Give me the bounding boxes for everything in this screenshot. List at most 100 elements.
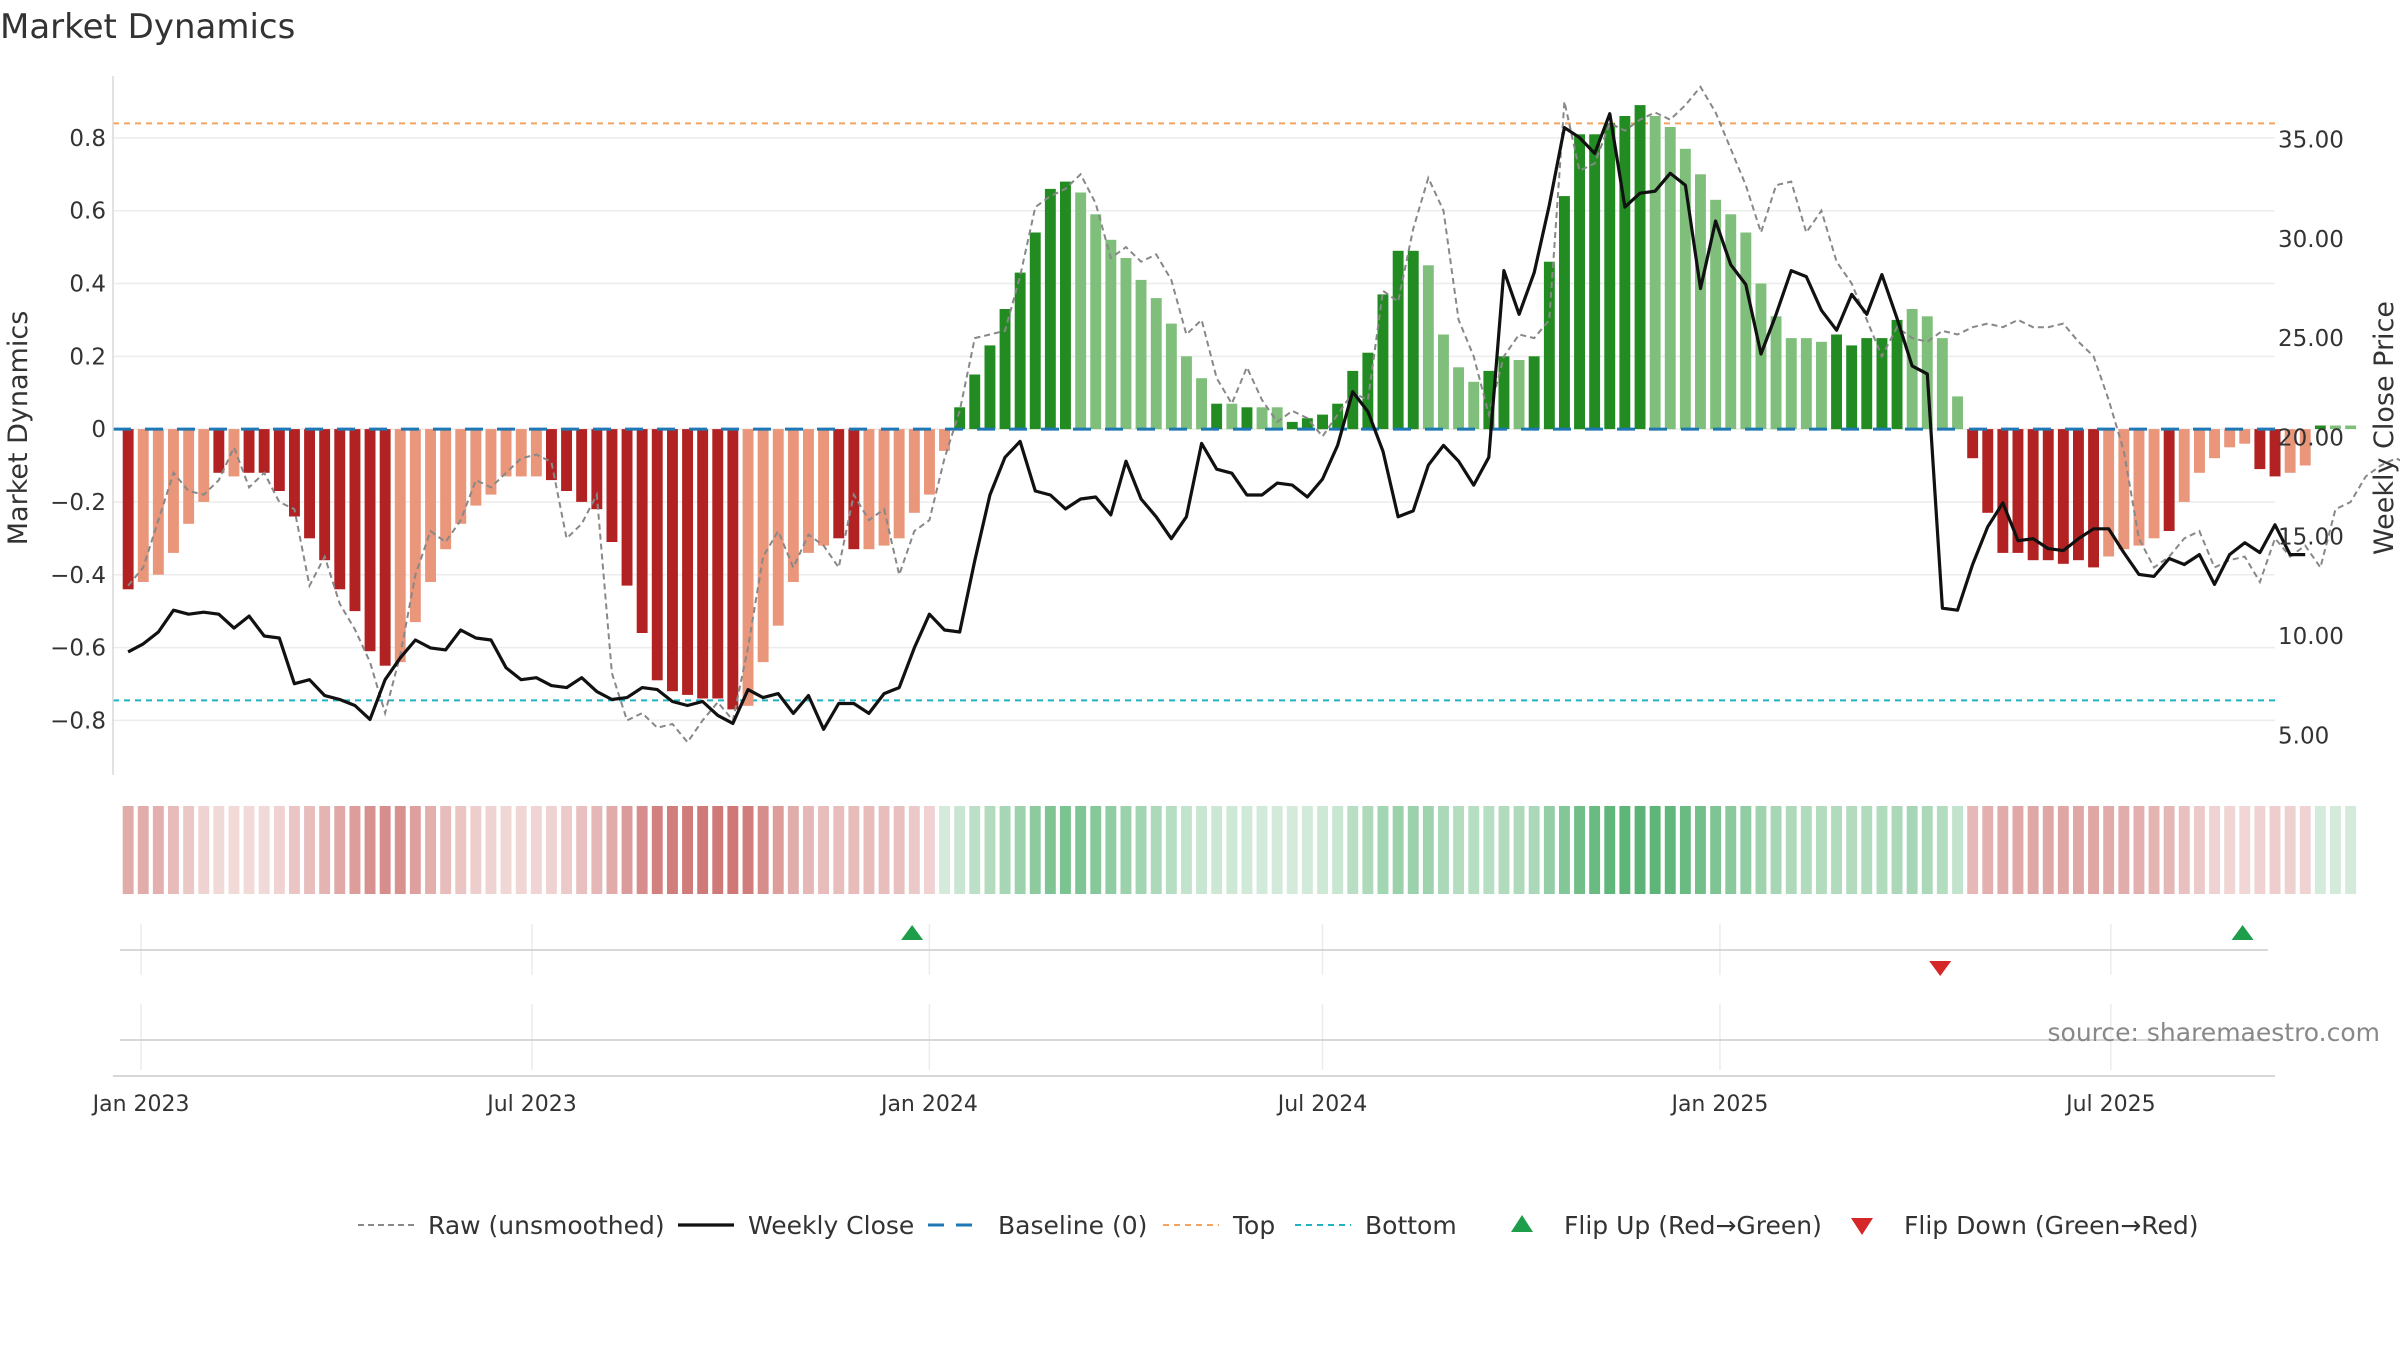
x-tick-label: Jan 2023: [91, 1092, 190, 1117]
dynamics-bar: [1060, 181, 1071, 430]
dynamics-bar: [1075, 192, 1087, 430]
regime-cell: [682, 806, 693, 894]
regime-cell: [2345, 806, 2357, 894]
dynamics-bar: [1150, 298, 1162, 430]
regime-cell: [425, 806, 436, 894]
regime-cell: [470, 806, 482, 894]
dynamics-bar: [1241, 407, 1253, 430]
dynamics-bar: [455, 429, 467, 524]
dynamics-bar: [515, 429, 527, 477]
regime-cell: [243, 806, 255, 894]
dynamics-bar: [1785, 338, 1797, 430]
legend-item: Flip Up (Red→Green): [1511, 1211, 1822, 1240]
regime-cell: [1543, 806, 1555, 894]
dynamics-bar: [1165, 323, 1177, 430]
regime-cell: [1407, 806, 1419, 894]
regime-cell: [1770, 806, 1782, 894]
regime-cell: [409, 806, 421, 894]
dynamics-bar: [530, 429, 542, 477]
regime-cell: [258, 806, 270, 894]
regime-cell: [1725, 806, 1737, 894]
dynamics-bar: [863, 429, 875, 550]
chart-title: Market Dynamics: [0, 7, 295, 47]
dynamics-bar: [289, 429, 300, 517]
regime-cell: [863, 806, 875, 894]
regime-cell: [1967, 806, 1979, 894]
y2-tick-label: 25.00: [2278, 326, 2344, 352]
regime-cell: [2254, 806, 2266, 894]
dynamics-bar: [1498, 356, 1510, 430]
legend-item: Bottom: [1295, 1211, 1457, 1240]
dynamics-bar: [2254, 429, 2266, 470]
regime-cell: [1634, 806, 1646, 894]
dynamics-bar: [364, 429, 376, 652]
dynamics-bar: [1014, 272, 1026, 430]
dynamics-bar: [1649, 116, 1661, 430]
dynamics-bar: [954, 407, 966, 430]
regime-cell: [364, 806, 376, 894]
regime-cell: [1196, 806, 1207, 894]
dynamics-bar: [2284, 429, 2296, 473]
regime-cell: [1679, 806, 1691, 894]
regime-cell: [2042, 806, 2054, 894]
legend-label: Baseline (0): [998, 1211, 1147, 1240]
dynamics-bar: [546, 429, 557, 481]
regime-cell: [1135, 806, 1147, 894]
regime-cell: [2239, 806, 2251, 894]
regime-cell: [183, 806, 195, 894]
regime-cell: [1876, 806, 1888, 894]
regime-cell: [485, 806, 497, 894]
regime-cell: [2012, 806, 2024, 894]
dynamics-bar: [1725, 214, 1737, 430]
dynamics-bar: [1559, 196, 1570, 430]
regime-cell: [1120, 806, 1132, 894]
regime-cell: [213, 806, 225, 894]
dynamics-bar: [2178, 429, 2190, 502]
dynamics-bar: [2239, 429, 2251, 444]
dynamics-bar: [2269, 429, 2281, 477]
legend-swatch: [1511, 1215, 1533, 1232]
regime-cell: [1060, 806, 1071, 894]
dynamics-bar: [2209, 429, 2220, 459]
dynamics-bar: [1317, 414, 1328, 430]
dynamics-bar: [273, 429, 285, 491]
regime-cell: [939, 806, 950, 894]
dynamics-bar: [183, 429, 195, 524]
regime-cell: [803, 806, 814, 894]
regime-cell: [576, 806, 588, 894]
dynamics-bar: [1422, 265, 1434, 430]
regime-cell: [137, 806, 149, 894]
regime-cell: [152, 806, 164, 894]
dynamics-bar: [440, 429, 452, 550]
regime-cell: [2057, 806, 2069, 894]
regime-cell: [1936, 806, 1948, 894]
regime-cell: [1710, 806, 1722, 894]
y2-tick-label: 20.00: [2278, 425, 2344, 451]
dynamics-bar: [1816, 341, 1827, 430]
regime-cell: [2073, 806, 2084, 894]
regime-cell: [168, 806, 179, 894]
dynamics-bar: [1120, 258, 1132, 430]
dynamics-bar: [1679, 148, 1691, 430]
regime-cell: [2269, 806, 2281, 894]
dynamics-bar: [1846, 345, 1858, 430]
dynamics-bar: [682, 429, 693, 695]
dynamics-bar: [2194, 429, 2205, 473]
regime-cell: [2118, 806, 2130, 894]
regime-cell: [1347, 806, 1359, 894]
y-tick-label: −0.4: [50, 563, 106, 589]
dynamics-bar: [2133, 429, 2145, 546]
dynamics-bar: [1483, 370, 1495, 430]
dynamics-bar: [1135, 279, 1147, 430]
dynamics-bar: [1453, 367, 1464, 430]
regime-cell: [1816, 806, 1827, 894]
dynamics-bar: [1695, 174, 1706, 430]
dynamics-bar: [394, 429, 406, 663]
x-tick-label: Jan 2024: [879, 1092, 978, 1117]
regime-cell: [1952, 806, 1963, 894]
dynamics-bar: [1770, 316, 1782, 430]
regime-cell: [1226, 806, 1238, 894]
weekly-close-line: [127, 112, 2306, 731]
regime-cell: [1785, 806, 1797, 894]
dynamics-bar: [1574, 134, 1585, 430]
